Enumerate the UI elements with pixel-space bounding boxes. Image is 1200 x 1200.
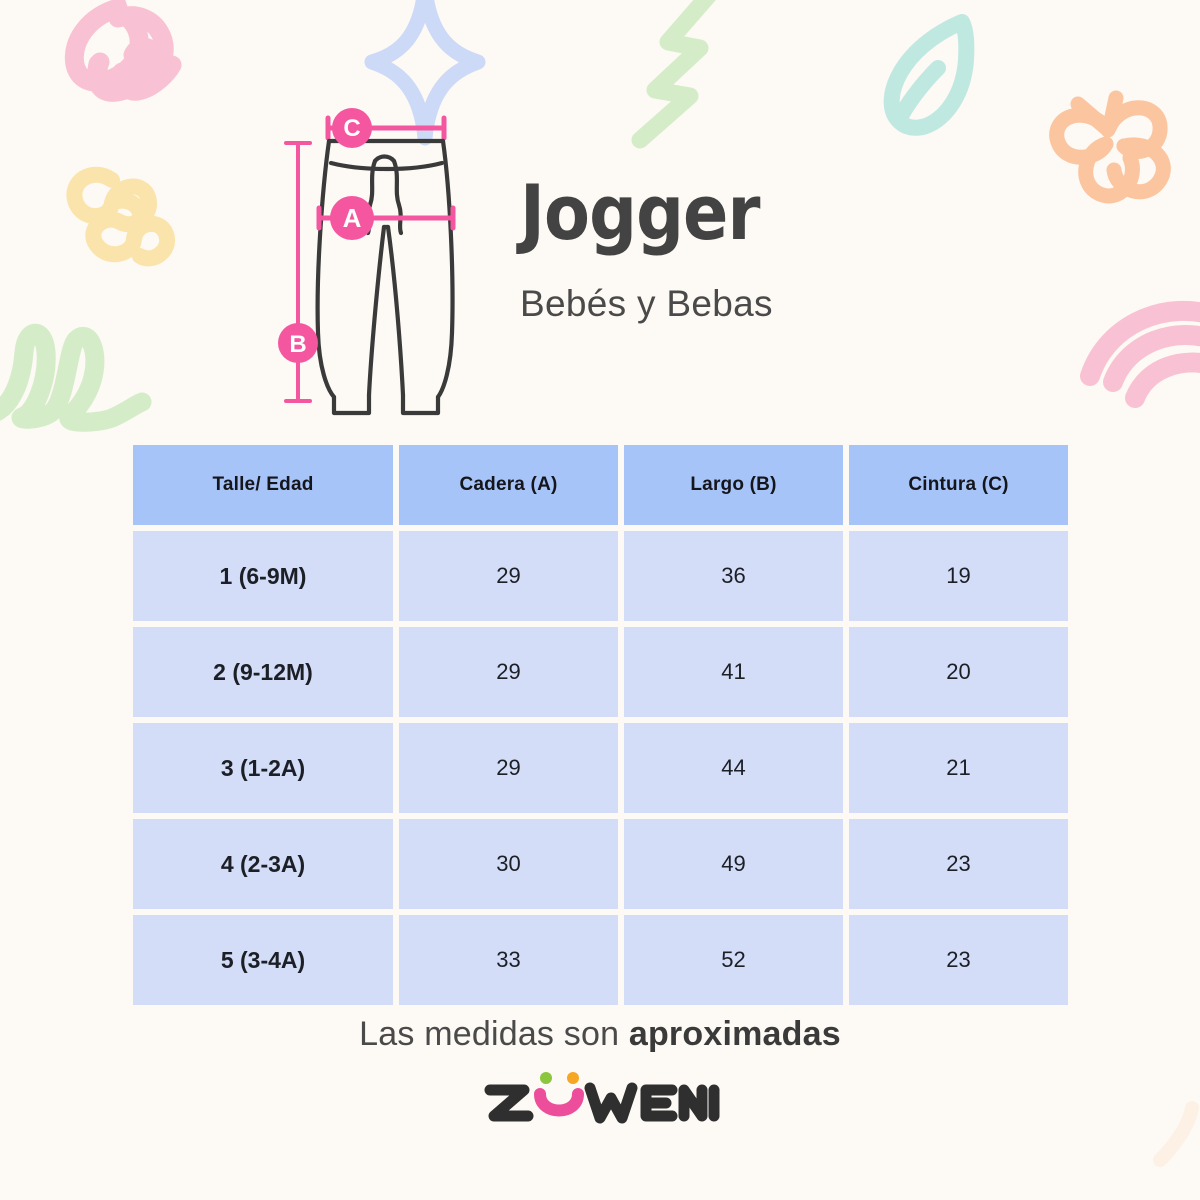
- cell-size: 1 (6-9M): [133, 531, 393, 621]
- table-row: 3 (1-2A) 29 44 21: [133, 723, 1068, 813]
- table-row: 1 (6-9M) 29 36 19: [133, 531, 1068, 621]
- cell-largo: 49: [624, 819, 843, 909]
- cell-cintura: 21: [849, 723, 1068, 813]
- measure-marker-b-label: B: [289, 331, 306, 358]
- logo-dot-orange: [567, 1072, 579, 1084]
- cell-largo: 36: [624, 531, 843, 621]
- table-header-row: Talle/ Edad Cadera (A) Largo (B) Cintura…: [133, 445, 1068, 525]
- cell-cintura: 20: [849, 627, 1068, 717]
- logo-dot-green: [540, 1072, 552, 1084]
- column-header-cadera: Cadera (A): [399, 445, 618, 525]
- column-header-largo: Largo (B): [624, 445, 843, 525]
- jogger-diagram: C A B: [278, 108, 456, 416]
- table-row: 2 (9-12M) 29 41 20: [133, 627, 1068, 717]
- cell-size: 5 (3-4A): [133, 915, 393, 1005]
- measure-marker-a-label: A: [343, 203, 362, 233]
- footer-section: Las medidas son aproximadas ZUWENI: [0, 1015, 1200, 1137]
- cell-cintura: 23: [849, 915, 1068, 1005]
- measure-marker-a: A: [330, 196, 374, 240]
- approximate-note-bold: aproximadas: [628, 1015, 841, 1053]
- cell-largo: 44: [624, 723, 843, 813]
- cell-largo: 52: [624, 915, 843, 1005]
- cell-largo: 41: [624, 627, 843, 717]
- logo-smile-u: [534, 1088, 584, 1117]
- measure-marker-b: B: [278, 323, 318, 363]
- size-chart-table: Talle/ Edad Cadera (A) Largo (B) Cintura…: [133, 445, 1068, 1005]
- hero-section: C A B Jogger Bebés y Bebas: [0, 95, 1200, 435]
- cell-size: 3 (1-2A): [133, 723, 393, 813]
- zuweni-logo: ZUWENI: [484, 1072, 720, 1124]
- cell-cintura: 23: [849, 819, 1068, 909]
- cell-cadera: 29: [399, 627, 618, 717]
- cell-cadera: 29: [399, 723, 618, 813]
- title-block: Jogger Bebés y Bebas: [520, 175, 940, 325]
- measure-marker-c-label: C: [343, 115, 360, 142]
- page-title: Jogger: [520, 168, 761, 257]
- page-subtitle: Bebés y Bebas: [520, 283, 773, 324]
- table-row: 5 (3-4A) 33 52 23: [133, 915, 1068, 1005]
- cell-cadera: 30: [399, 819, 618, 909]
- cell-cintura: 19: [849, 531, 1068, 621]
- pants-outline: [315, 138, 455, 416]
- approximate-note-regular: Las medidas son: [359, 1015, 629, 1053]
- pink-scribble-doodle: [64, 0, 182, 102]
- column-header-talle: Talle/ Edad: [133, 445, 393, 525]
- cell-size: 2 (9-12M): [133, 627, 393, 717]
- table-row: 4 (2-3A) 30 49 23: [133, 819, 1068, 909]
- cell-cadera: 29: [399, 531, 618, 621]
- column-header-cintura: Cintura (C): [849, 445, 1068, 525]
- approximate-note: Las medidas son aproximadas: [0, 1015, 1200, 1054]
- measure-marker-c: C: [332, 108, 372, 148]
- cell-cadera: 33: [399, 915, 618, 1005]
- cell-size: 4 (2-3A): [133, 819, 393, 909]
